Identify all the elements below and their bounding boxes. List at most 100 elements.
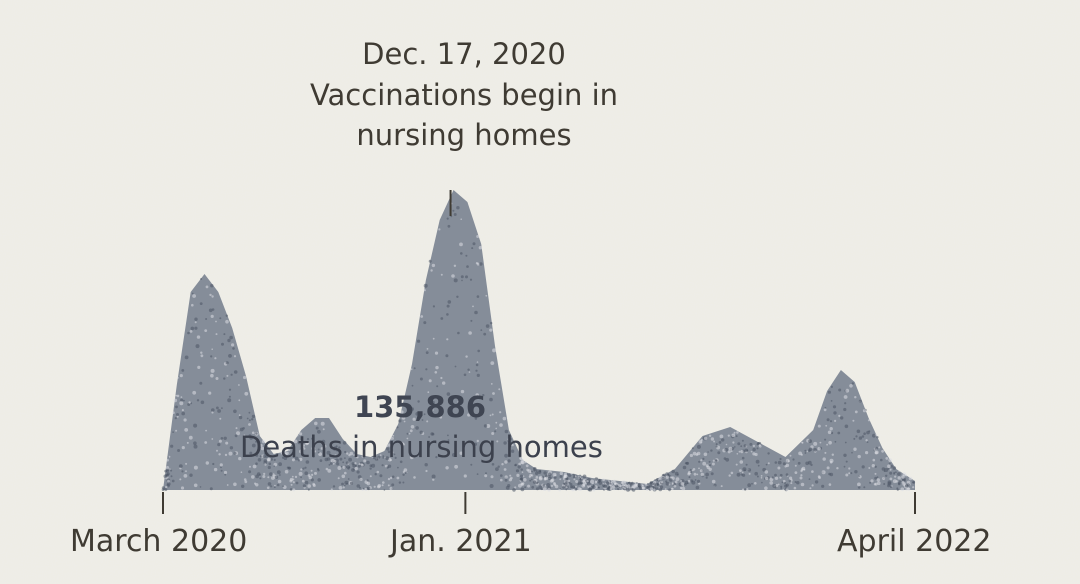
stipple-dot <box>702 461 707 466</box>
stipple-dot <box>674 480 678 484</box>
stipple-dot <box>393 453 396 456</box>
stipple-dot <box>485 472 487 475</box>
stipple-dot <box>808 478 811 480</box>
stipple-dot <box>377 484 382 488</box>
stipple-dot <box>496 440 499 443</box>
stipple-dot <box>404 471 407 474</box>
stipple-dot <box>813 441 818 446</box>
stipple-dot <box>891 485 893 487</box>
stipple-dot <box>756 475 759 478</box>
stipple-dot <box>574 487 578 491</box>
stipple-dot <box>542 484 545 487</box>
stipple-dot <box>454 464 458 469</box>
stipple-dot <box>369 467 372 470</box>
stipple-dot <box>565 488 568 491</box>
stipple-dot <box>299 449 303 454</box>
stipple-dot <box>354 462 357 465</box>
stipple-dot <box>461 279 463 282</box>
stipple-dot <box>695 453 699 456</box>
stipple-dot <box>161 486 165 490</box>
stipple-dot <box>538 475 543 480</box>
stipple-dot <box>465 275 468 279</box>
stipple-dot <box>571 485 576 489</box>
stipple-dot <box>781 481 784 484</box>
stipple-dot <box>563 475 566 478</box>
stipple-dot <box>205 461 209 465</box>
stipple-dot <box>696 444 701 449</box>
stipple-dot <box>516 473 520 477</box>
stipple-dot <box>243 437 246 440</box>
stipple-dot <box>399 460 403 464</box>
stipple-dot <box>503 441 507 445</box>
stipple-dot <box>329 462 333 465</box>
stipple-dot <box>421 419 424 421</box>
stipple-dot <box>428 379 432 383</box>
stipple-dot <box>274 475 279 479</box>
stipple-dot <box>328 464 331 466</box>
stipple-dot <box>874 448 877 450</box>
stipple-dot <box>192 390 197 395</box>
stipple-dot <box>858 475 860 477</box>
stipple-dot <box>455 414 458 417</box>
stipple-dot <box>183 418 187 422</box>
stipple-dot <box>317 429 321 434</box>
stipple-dot <box>587 488 591 492</box>
stipple-dot <box>673 484 677 488</box>
stipple-dot <box>251 414 256 419</box>
stipple-dot <box>800 474 803 477</box>
stipple-dot <box>475 262 478 265</box>
stipple-dot <box>218 439 222 443</box>
stipple-dot <box>180 396 183 398</box>
stipple-dot <box>166 473 170 477</box>
stipple-dot <box>332 485 336 488</box>
stipple-dot <box>456 206 460 210</box>
stipple-dot <box>491 463 495 466</box>
stipple-dot <box>338 486 343 490</box>
stipple-dot <box>460 275 464 279</box>
stipple-dot <box>210 355 213 358</box>
stipple-dot <box>705 476 708 479</box>
stipple-dot <box>690 471 693 474</box>
stipple-dot <box>543 471 547 475</box>
stipple-dot <box>796 481 800 485</box>
stipple-dot <box>447 439 450 442</box>
stipple-dot <box>273 458 276 461</box>
stipple-dot <box>344 450 347 454</box>
stipple-dot <box>199 486 202 488</box>
stipple-dot <box>354 466 358 471</box>
stipple-dot <box>400 410 404 414</box>
stipple-dot <box>264 452 267 455</box>
stipple-dot <box>528 475 531 478</box>
stipple-dot <box>225 319 229 324</box>
stipple-dot <box>711 462 715 466</box>
stipple-dot <box>164 469 168 473</box>
stipple-dot <box>868 467 871 469</box>
stipple-dot <box>423 321 427 325</box>
area-stipple <box>161 202 916 492</box>
stipple-dot <box>453 264 457 267</box>
stipple-dot <box>780 485 783 488</box>
stipple-dot <box>858 436 863 440</box>
stipple-dot <box>826 443 828 446</box>
stipple-dot <box>721 438 725 442</box>
stipple-dot <box>467 413 471 417</box>
stipple-dot <box>361 455 364 458</box>
stipple-dot <box>498 388 501 391</box>
stipple-dot <box>295 481 299 485</box>
stipple-dot <box>900 487 905 492</box>
stipple-dot <box>719 434 724 439</box>
stipple-dot <box>463 474 467 478</box>
stipple-dot <box>419 377 423 381</box>
stipple-dot <box>748 472 751 475</box>
stipple-dot <box>865 439 868 442</box>
stipple-dot <box>844 402 847 405</box>
stipple-dot <box>235 427 238 430</box>
stipple-dot <box>702 457 705 460</box>
stipple-dot <box>467 368 470 371</box>
stipple-dot <box>617 487 620 491</box>
stipple-dot <box>700 472 704 477</box>
stipple-dot <box>191 292 194 295</box>
stipple-dot <box>193 483 198 488</box>
stipple-dot <box>885 474 888 477</box>
stipple-dot <box>912 481 915 484</box>
